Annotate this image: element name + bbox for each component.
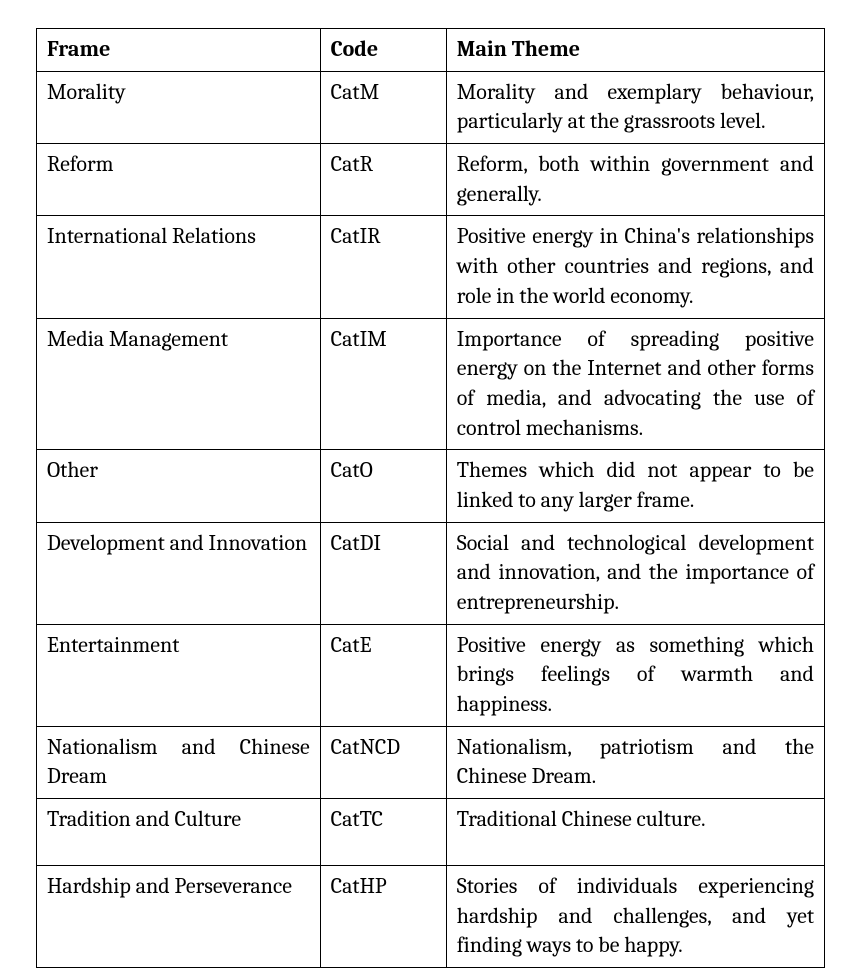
table-row: Tradition and CultureCatTCTraditional Ch…: [37, 799, 825, 866]
col-header-frame: Frame: [37, 29, 321, 72]
table-row: ReformCatRReform, both within government…: [37, 144, 825, 216]
table-row: Nationalism and Chinese DreamCatNCDNatio…: [37, 726, 825, 798]
cell-theme: Themes which did not appear to be linked…: [446, 450, 824, 522]
cell-frame: Media Management: [37, 318, 321, 450]
cell-code: CatNCD: [320, 726, 446, 798]
table-row: International RelationsCatIRPositive ene…: [37, 216, 825, 318]
cell-code: CatTC: [320, 799, 446, 866]
table-row: OtherCatOThemes which did not appear to …: [37, 450, 825, 522]
cell-frame: Hardship and Perseverance: [37, 865, 321, 967]
cell-theme: Positive energy in China's relationships…: [446, 216, 824, 318]
cell-frame: International Relations: [37, 216, 321, 318]
table-row: EntertainmentCatEPositive energy as some…: [37, 624, 825, 726]
frames-table: Frame Code Main Theme MoralityCatMMorali…: [36, 28, 825, 968]
cell-frame: Tradition and Culture: [37, 799, 321, 866]
cell-code: CatE: [320, 624, 446, 726]
table-row: MoralityCatMMorality and exemplary behav…: [37, 71, 825, 143]
table-row: Hardship and PerseveranceCatHPStories of…: [37, 865, 825, 967]
cell-theme: Morality and exemplary behaviour, partic…: [446, 71, 824, 143]
cell-theme: Nationalism, patriotism and the Chinese …: [446, 726, 824, 798]
table-row: Media ManagementCatIMImportance of sprea…: [37, 318, 825, 450]
cell-code: CatM: [320, 71, 446, 143]
col-header-code: Code: [320, 29, 446, 72]
col-header-theme: Main Theme: [446, 29, 824, 72]
cell-theme: Social and technological development and…: [446, 522, 824, 624]
table-row: Development and InnovationCatDISocial an…: [37, 522, 825, 624]
cell-code: CatR: [320, 144, 446, 216]
cell-frame: Development and Innovation: [37, 522, 321, 624]
cell-frame: Reform: [37, 144, 321, 216]
cell-frame: Nationalism and Chinese Dream: [37, 726, 321, 798]
table-body: MoralityCatMMorality and exemplary behav…: [37, 71, 825, 967]
cell-frame: Morality: [37, 71, 321, 143]
cell-theme: Stories of individuals experiencing hard…: [446, 865, 824, 967]
cell-frame: Other: [37, 450, 321, 522]
cell-frame: Entertainment: [37, 624, 321, 726]
cell-theme: Reform, both within government and gener…: [446, 144, 824, 216]
cell-code: CatIM: [320, 318, 446, 450]
cell-code: CatO: [320, 450, 446, 522]
table-header-row: Frame Code Main Theme: [37, 29, 825, 72]
cell-theme: Importance of spreading positive energy …: [446, 318, 824, 450]
cell-theme: Traditional Chinese culture.: [446, 799, 824, 866]
cell-code: CatIR: [320, 216, 446, 318]
cell-code: CatHP: [320, 865, 446, 967]
cell-theme: Positive energy as something which bring…: [446, 624, 824, 726]
cell-code: CatDI: [320, 522, 446, 624]
